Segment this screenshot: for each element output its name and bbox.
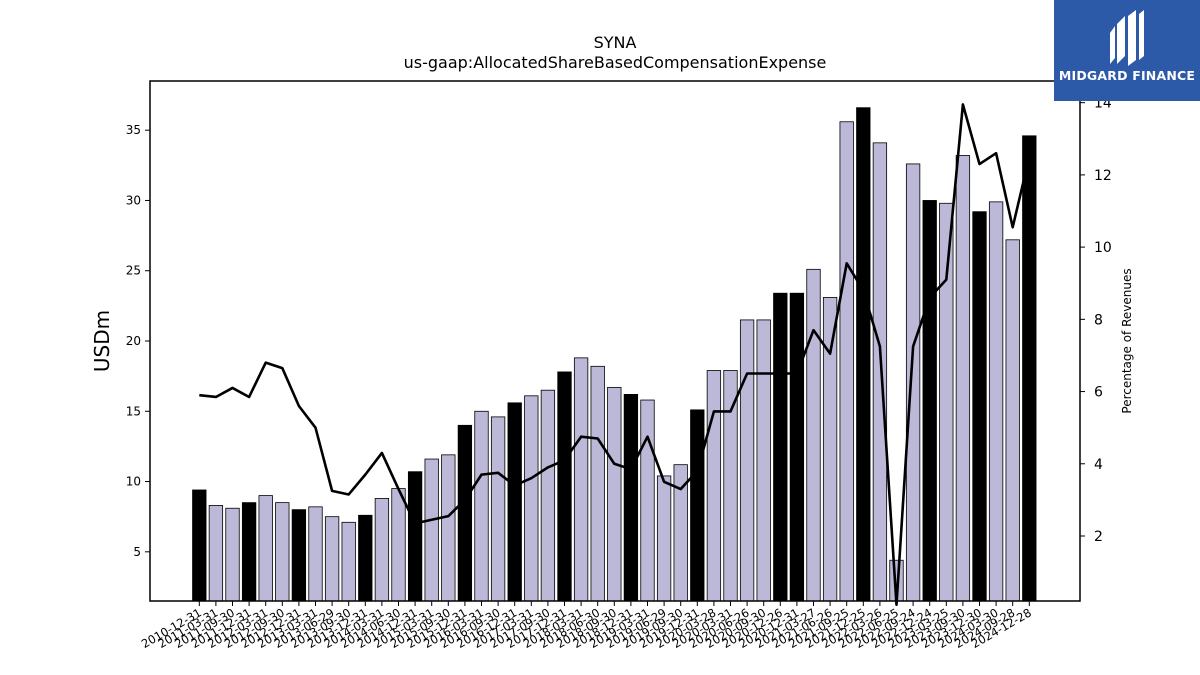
y-tick-label: 20 — [126, 334, 141, 348]
bar-2017-12-31 — [557, 371, 572, 602]
bar-2016-03-31 — [474, 410, 489, 602]
bar-2016-12-31 — [507, 402, 522, 602]
bar-2020-03-31 — [723, 370, 738, 602]
y-axis-left: 5 10 15 20 25 30 35 — [126, 123, 150, 559]
y-tick-label: 30 — [126, 193, 141, 207]
bar-2011-12-31 — [241, 502, 257, 602]
bar-2012-03-31 — [258, 495, 273, 602]
y2-tick-label: 8 — [1094, 312, 1103, 328]
bar-2012-12-31 — [291, 509, 307, 602]
bar-2018-12-31 — [623, 394, 639, 602]
y-tick-label: 25 — [126, 264, 141, 278]
bar-2024-09-28 — [1005, 239, 1020, 602]
y2-tick-label: 10 — [1094, 240, 1112, 256]
bar-2018-06-30 — [590, 365, 605, 602]
chart-subtitle: us-gaap:AllocatedShareBasedCompensationE… — [404, 53, 827, 72]
bar-2017-09-30 — [540, 389, 556, 602]
y-tick-label: 35 — [126, 123, 141, 137]
bar-2022-03-26 — [872, 142, 888, 602]
bar-2022-09-24 — [905, 163, 921, 602]
bar-2017-03-31 — [524, 395, 539, 602]
bar-2020-12-26 — [773, 292, 788, 602]
bar-2020-09-30 — [756, 319, 771, 602]
line-series — [199, 103, 1031, 606]
bar-2012-09-30 — [275, 502, 290, 602]
bar-2021-03-27 — [806, 268, 821, 602]
bar-2014-12-31 — [407, 471, 423, 602]
bar-2011-09-30 — [225, 507, 240, 602]
y-tick-label: 15 — [126, 404, 141, 418]
bar-2021-12-25 — [856, 107, 871, 602]
y-tick-label: 5 — [133, 545, 141, 559]
bar-2023-12-30 — [972, 211, 987, 602]
y2-tick-label: 2 — [1094, 529, 1103, 545]
bar-2019-12-31 — [690, 409, 705, 602]
x-axis: 2010-12-312011-03-312011-09-302011-12-31… — [139, 601, 1034, 651]
y2-tick-label: 4 — [1094, 457, 1103, 473]
bar-2024-03-30 — [988, 201, 1004, 602]
bar-2021-06-26 — [822, 297, 838, 602]
bar-2024-12-28 — [1022, 135, 1037, 602]
bar-2013-09-30 — [341, 521, 356, 602]
y-tick-label: 10 — [126, 475, 141, 489]
logo-text: MIDGARD FINANCE — [1058, 68, 1196, 83]
chart-title: SYNA — [594, 33, 637, 52]
midgard-logo: MIDGARD FINANCE — [1054, 0, 1200, 101]
bar-2013-06-29 — [324, 516, 340, 602]
y2-axis-label: Percentage of Revenues — [1120, 268, 1134, 413]
y2-tick-label: 6 — [1094, 385, 1103, 401]
bar-2013-12-31 — [358, 514, 373, 602]
bar-2015-09-30 — [441, 454, 456, 602]
bar-2015-12-31 — [457, 424, 473, 602]
bar-2021-09-25 — [839, 121, 854, 602]
bar-2010-12-31 — [192, 489, 207, 602]
bar-2014-06-30 — [391, 488, 406, 602]
bar-series — [192, 107, 1037, 602]
y2-tick-label: 12 — [1094, 168, 1112, 184]
bar-2020-03-28 — [706, 370, 722, 602]
bar-2020-12-31 — [789, 292, 805, 602]
percentage-line — [199, 103, 1031, 606]
bar-2011-03-31 — [208, 505, 224, 602]
bar-2013-03-31 — [308, 506, 323, 602]
bar-2016-09-30 — [490, 416, 506, 602]
bar-2023-09-30 — [955, 155, 971, 602]
bar-2019-06-29 — [656, 475, 672, 602]
bar-2015-03-31 — [424, 458, 439, 602]
bar-2019-03-31 — [640, 399, 655, 602]
bar-2022-12-24 — [922, 200, 937, 602]
bar-2018-03-31 — [573, 357, 589, 602]
bar-2023-03-25 — [939, 202, 954, 602]
bar-2020-06-26 — [739, 319, 755, 602]
midgard-logo-icon — [1110, 10, 1144, 66]
bar-2014-03-31 — [374, 498, 390, 602]
bar-2018-09-30 — [607, 386, 622, 602]
y-axis-label: USDm — [90, 310, 114, 372]
